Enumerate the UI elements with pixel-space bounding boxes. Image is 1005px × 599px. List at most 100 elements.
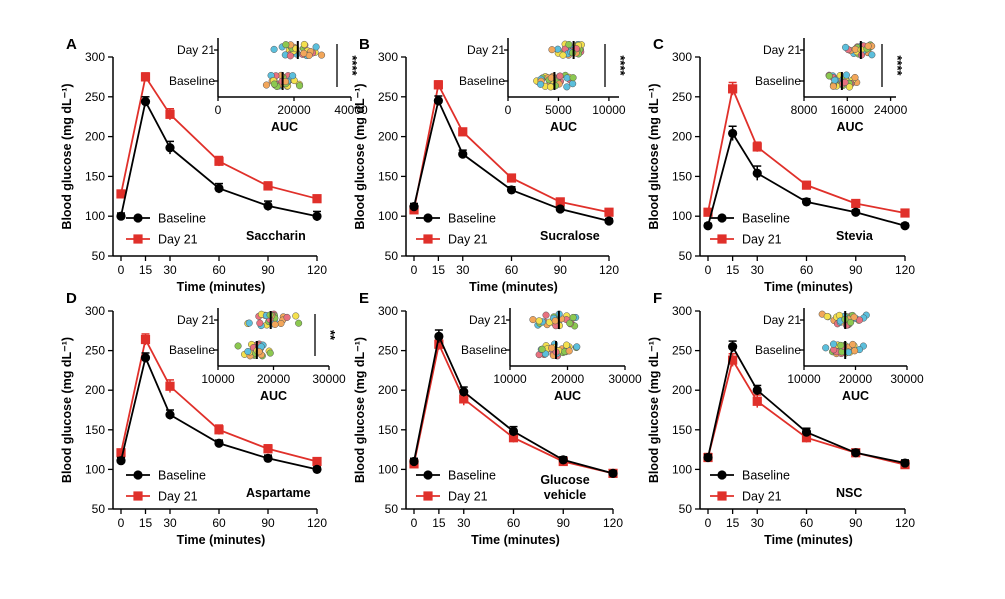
panel-d: D 50 100 150 200 250 300 0 15 30 60 90 120 Time (minu… <box>60 290 346 547</box>
auc-dot <box>851 347 859 355</box>
day21-point <box>703 207 713 217</box>
panel-c: C 50 100 150 200 250 300 0 15 30 60 90 120 Time (minu… <box>647 36 915 294</box>
y-tick-label: 50 <box>679 502 693 516</box>
baseline-point <box>851 448 861 458</box>
day21-point <box>140 72 151 82</box>
x-tick-label: 60 <box>212 516 226 530</box>
auc-dot <box>868 51 876 59</box>
day21-point <box>752 396 762 406</box>
auc-dot <box>266 349 274 357</box>
day21-point <box>900 208 910 218</box>
auc-dot <box>234 342 242 350</box>
panel-b: B 50 100 150 200 250 300 0 15 30 60 90 120 Time (minu… <box>353 36 628 294</box>
y-tick-label: 100 <box>378 462 398 476</box>
condition-label-line: Glucose <box>540 473 589 487</box>
x-tick-label: 0 <box>411 263 418 277</box>
inset-x-tick-label: 30000 <box>608 372 642 386</box>
condition-label: NSC <box>836 486 862 500</box>
baseline-point <box>728 128 738 139</box>
inset-category-label: Baseline <box>459 74 505 88</box>
x-tick-label: 120 <box>307 263 327 277</box>
x-tick-label: 30 <box>751 516 765 530</box>
legend-label: Baseline <box>448 469 496 483</box>
day21-point <box>116 448 126 458</box>
inset-category-label: Baseline <box>755 343 801 357</box>
auc-dot <box>847 318 855 327</box>
panel-label: D <box>66 290 77 307</box>
auc-dot <box>554 45 562 53</box>
y-tick-label: 200 <box>672 383 692 397</box>
panel-label: C <box>653 36 664 53</box>
inset-x-label: AUC <box>550 120 577 134</box>
inset-category-label: Day 21 <box>177 313 215 327</box>
day21-point <box>458 127 468 137</box>
baseline-line <box>413 97 610 222</box>
significance-stars: ** <box>323 330 338 341</box>
auc-inset: 10000 20000 30000 AUC Day 21 Baseline <box>755 308 924 403</box>
condition-label-line: vehicle <box>544 488 586 502</box>
auc-dot <box>547 83 555 91</box>
x-tick-label: 120 <box>307 516 327 530</box>
y-tick-label: 300 <box>85 50 105 64</box>
x-tick-label: 30 <box>456 263 470 277</box>
condition-label: Sucralose <box>540 229 600 243</box>
inset-x-label: AUC <box>271 120 298 134</box>
inset-category-label: Baseline <box>169 74 215 88</box>
legend-marker <box>133 234 143 244</box>
auc-dot <box>842 43 850 51</box>
x-axis-label: Time (minutes) <box>469 280 558 294</box>
auc-dot <box>565 347 573 355</box>
legend-label: Baseline <box>158 212 206 226</box>
inset-x-tick-label: 20000 <box>277 103 311 117</box>
baseline-point <box>409 456 419 467</box>
auc-dot <box>244 347 252 356</box>
day21-point <box>312 456 322 467</box>
significance-stars: **** <box>890 55 905 76</box>
auc-dot <box>851 73 859 82</box>
baseline-line <box>413 333 614 475</box>
auc-dot <box>283 313 291 321</box>
baseline-point <box>752 168 762 178</box>
x-tick-label: 30 <box>751 263 765 277</box>
y-tick-label: 50 <box>385 249 399 263</box>
day21-point <box>263 444 273 454</box>
panel-e: E 50 100 150 200 250 300 0 15 30 60 90 120 Time (minu… <box>353 290 642 547</box>
day21-point <box>165 109 175 119</box>
auc-dot <box>563 83 571 91</box>
auc-dot <box>849 340 857 348</box>
legend-label: Day 21 <box>158 233 198 247</box>
x-tick-label: 60 <box>505 263 519 277</box>
auc-inset: 10000 20000 30000 AUC Day 21 Baseline <box>461 308 642 403</box>
inset-x-tick-label: 20000 <box>839 372 873 386</box>
auc-dot <box>542 311 550 319</box>
baseline-line <box>707 344 906 464</box>
y-axis-label: Blood glucose (mg dL⁻¹) <box>353 337 367 483</box>
day21-point <box>165 381 175 391</box>
baseline-point <box>140 353 151 363</box>
day21-line <box>413 82 610 214</box>
auc-dot <box>256 319 264 327</box>
y-tick-label: 150 <box>85 423 105 437</box>
inset-category-label: Baseline <box>755 74 801 88</box>
inset-category-label: Day 21 <box>177 43 215 57</box>
inset-category-label: Day 21 <box>467 43 505 57</box>
auc-dot <box>831 76 839 84</box>
x-tick-label: 15 <box>139 516 153 530</box>
y-tick-label: 150 <box>672 169 692 183</box>
x-tick-label: 90 <box>554 263 568 277</box>
auc-dot <box>295 319 303 327</box>
panel-f: F 50 100 150 200 250 300 0 15 30 60 90 120 Time (minu… <box>647 290 924 547</box>
auc-dot <box>559 51 567 59</box>
y-tick-label: 100 <box>378 209 398 223</box>
legend-marker <box>717 234 727 244</box>
inset-category-label: Day 21 <box>763 43 801 57</box>
day21-point <box>214 425 224 435</box>
inset-x-label: AUC <box>260 389 287 403</box>
inset-x-tick-label: 16000 <box>831 103 865 117</box>
x-tick-label: 0 <box>118 516 125 530</box>
condition-label: Aspartame <box>246 486 311 500</box>
auc-dot <box>300 40 308 49</box>
baseline-point <box>608 468 618 478</box>
significance-stars: **** <box>345 55 360 76</box>
